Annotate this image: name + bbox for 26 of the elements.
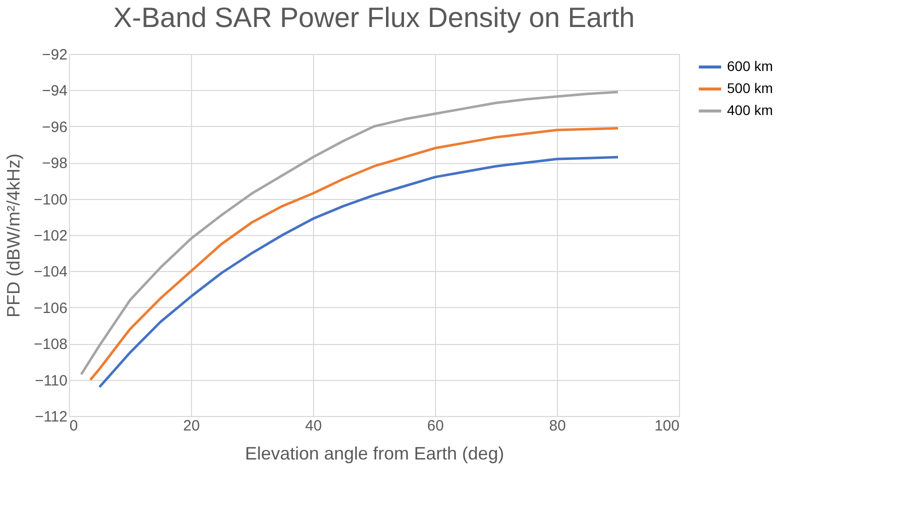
x-axis-title: Elevation angle from Earth (deg)	[244, 444, 504, 464]
y-tick-label: −102	[34, 228, 68, 244]
y-tick-label: −106	[34, 300, 68, 317]
y-tick-label: −94	[42, 82, 68, 100]
x-tick-label: 20	[183, 418, 200, 434]
x-tick-label: 80	[549, 418, 566, 434]
y-tick-label: −92	[42, 46, 68, 64]
line-series	[89, 126, 620, 382]
y-tick-label: −108	[34, 336, 68, 354]
x-tick-label: 60	[427, 418, 444, 434]
chart-title: X-Band SAR Power Flux Density on Earth	[113, 2, 635, 33]
line-series	[80, 90, 620, 376]
y-tick-label: −100	[34, 191, 68, 208]
y-tick-label: −98	[42, 155, 68, 172]
line-series	[98, 156, 620, 388]
x-tick-label: 100	[654, 418, 680, 434]
x-tick-label: 40	[305, 418, 322, 434]
legend-label: 600 km	[727, 58, 773, 74]
y-tick-label: −112	[34, 408, 68, 426]
legend-label: 500 km	[727, 80, 773, 96]
x-tick-label: 0	[70, 418, 78, 434]
legend-label: 400 km	[727, 102, 773, 118]
y-tick-label: −104	[34, 264, 68, 281]
y-tick-label: −110	[34, 372, 68, 390]
y-tick-label: −96	[42, 118, 68, 136]
y-axis-title: PFD (dBW/m²/4kHz)	[4, 154, 24, 318]
